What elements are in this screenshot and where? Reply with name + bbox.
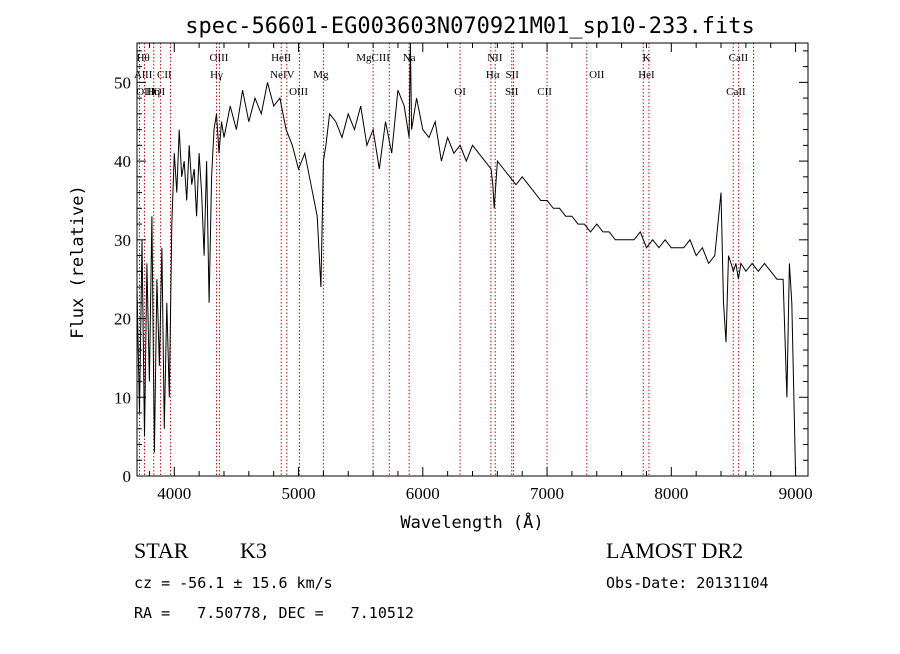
spectral-line-label: CII [157,69,172,81]
spectral-line-label: Hα [486,69,500,81]
spectral-line-label: CaII [726,86,746,98]
spectral-line-label: HeI [638,69,655,81]
y-tick-label: 20 [114,310,131,329]
spectral-line-label: OIII [136,86,155,98]
spectral-line-label: NeIV [270,69,294,81]
spectral-line-label: Hγ [210,69,223,81]
spectral-line-label: Hθ [137,52,150,64]
x-tick-label: 7000 [530,484,564,503]
x-tick-label: 4000 [157,484,191,503]
object-subclass: K3 [240,538,267,563]
chart-title: spec-56601-EG003603N070921M01_sp10-233.f… [185,14,755,39]
ra-dec-coordinates: RA = 7.50778, DEC = 7.10512 [134,604,414,622]
object-class: STAR [134,538,189,563]
y-axis-label: Flux (relative) [68,185,88,339]
x-tick-label: 8000 [654,484,688,503]
spectral-line-label: OI [454,86,466,98]
spectral-line-label: OIII [210,52,229,64]
observation-date: Obs-Date: 20131104 [606,574,769,592]
y-tick-label: 10 [114,388,131,407]
spectral-line-label: SII [506,69,520,81]
spectral-line-label: MgCIII [356,52,390,64]
spectral-line-label: OII [589,69,605,81]
spectral-line-label: AlII [134,69,153,81]
spectral-line-label: Hη [146,86,160,98]
spectral-line-label: CaII [729,52,749,64]
survey-name: LAMOST DR2 [606,538,744,563]
spectral-line-label: NII [487,52,503,64]
spectral-line-label: SII [505,86,519,98]
spectral-line-label: Mg [313,69,329,81]
spectral-line-label: Na [403,52,416,64]
x-tick-label: 5000 [282,484,316,503]
x-axis-label: Wavelength (Å) [400,511,543,533]
redshift-velocity: cz = -56.1 ± 15.6 km/s [134,574,333,592]
y-tick-label: 50 [114,73,131,92]
spectral-line-label: HeII [271,52,291,64]
x-tick-label: 9000 [779,484,813,503]
spectral-line-label: K [642,52,650,64]
spectral-line-label: OI [154,86,166,98]
spectral-line-label: CII [537,86,552,98]
spectral-line-label: OIII [289,86,308,98]
x-tick-label: 6000 [406,484,440,503]
y-tick-label: 40 [114,152,131,171]
y-tick-label: 0 [123,467,132,486]
y-tick-label: 30 [114,231,131,250]
spectrum-line [136,42,797,477]
